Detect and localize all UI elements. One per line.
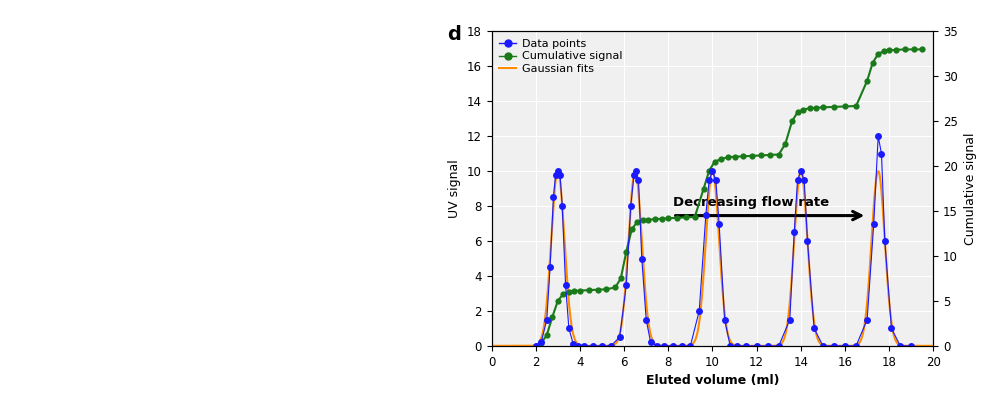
Legend: Data points, Cumulative signal, Gaussian fits: Data points, Cumulative signal, Gaussian… — [497, 37, 625, 76]
Y-axis label: Cumulative signal: Cumulative signal — [963, 132, 976, 245]
Y-axis label: UV signal: UV signal — [448, 159, 462, 218]
Text: d: d — [447, 25, 461, 44]
X-axis label: Eluted volume (ml): Eluted volume (ml) — [645, 374, 780, 387]
Text: Decreasing flow rate: Decreasing flow rate — [672, 196, 829, 209]
